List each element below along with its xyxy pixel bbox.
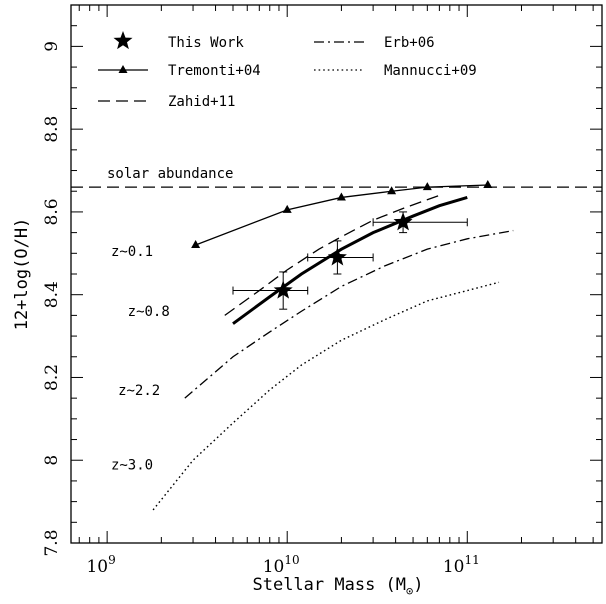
x-axis-label-close: ) (413, 575, 423, 595)
tremonti-triangle-point (336, 192, 346, 201)
legend-label: Mannucci+09 (384, 63, 477, 79)
zahid-11line (224, 194, 440, 316)
x-tick-exponent: 11 (464, 553, 479, 567)
x-axis-label-sun-symbol: ⊙ (406, 584, 413, 598)
x-tick-label: 1010 (263, 553, 300, 577)
y-tick-label: 8.2 (42, 364, 62, 391)
redshift-label: z~3.0 (111, 457, 153, 473)
x-tick-exponent: 10 (284, 553, 299, 567)
legend-label: This Work (168, 35, 244, 51)
tremonti-04line (195, 184, 488, 246)
y-tick-label: 7.8 (42, 529, 62, 556)
series-curves (71, 184, 602, 511)
y-tick-label: 9 (42, 41, 62, 52)
tremonti-triangle-point (282, 204, 292, 213)
solar-abundance-label: solar abundance (107, 166, 233, 182)
legend-triangle-icon (118, 65, 128, 73)
data-points (191, 180, 493, 310)
legend: This Work Erb+06 Tremonti+04 Mannucci+09 Zah… (98, 31, 477, 110)
y-tick-label: 8 (42, 455, 62, 466)
legend-label: Zahid+11 (168, 94, 235, 110)
x-tick-label: 1011 (443, 553, 480, 577)
this-work-star-point (327, 247, 347, 266)
mannucci-09line (152, 281, 500, 511)
tremonti-triangle-point (483, 180, 493, 189)
erb-06line (184, 229, 514, 399)
y-axis-label: 12+log(O/H) (12, 218, 32, 331)
legend-label: Erb+06 (384, 35, 435, 51)
x-tick-base: 10 (263, 557, 285, 577)
this-work-star-point (393, 212, 413, 231)
legend-star-icon (113, 31, 133, 50)
x-tick-base: 10 (443, 557, 465, 577)
tremonti-triangle-point (422, 182, 432, 191)
x-tick-base: 10 (86, 557, 108, 577)
tremonti-triangle-point (387, 186, 397, 195)
redshift-label: z~0.8 (128, 304, 170, 320)
this-work-star-point (273, 280, 293, 299)
redshift-label: z~0.1 (111, 244, 153, 260)
redshift-annotations: z~0.1 z~0.8 z~2.2 z~3.0 (111, 244, 170, 473)
axis-ticks (71, 4, 602, 544)
this-work-fit-line (232, 196, 468, 325)
x-axis-label-main: Stellar Mass (M (252, 575, 406, 595)
y-tick-label: 8.8 (42, 116, 62, 143)
y-tick-label: 8.6 (42, 198, 62, 225)
x-axis-label: Stellar Mass (M⊙) (252, 575, 423, 598)
redshift-label: z~2.2 (118, 383, 160, 399)
x-tick-exponent: 9 (108, 553, 116, 567)
tremonti-triangle-point (191, 240, 201, 249)
x-tick-labels: 109 1010 1011 (86, 553, 479, 577)
y-tick-label: 8.4 (42, 281, 62, 308)
legend-label: Tremonti+04 (168, 63, 261, 79)
x-tick-label: 109 (86, 553, 115, 577)
y-tick-labels: 7.8 8 8.2 8.4 8.6 8.8 9 (42, 41, 62, 557)
